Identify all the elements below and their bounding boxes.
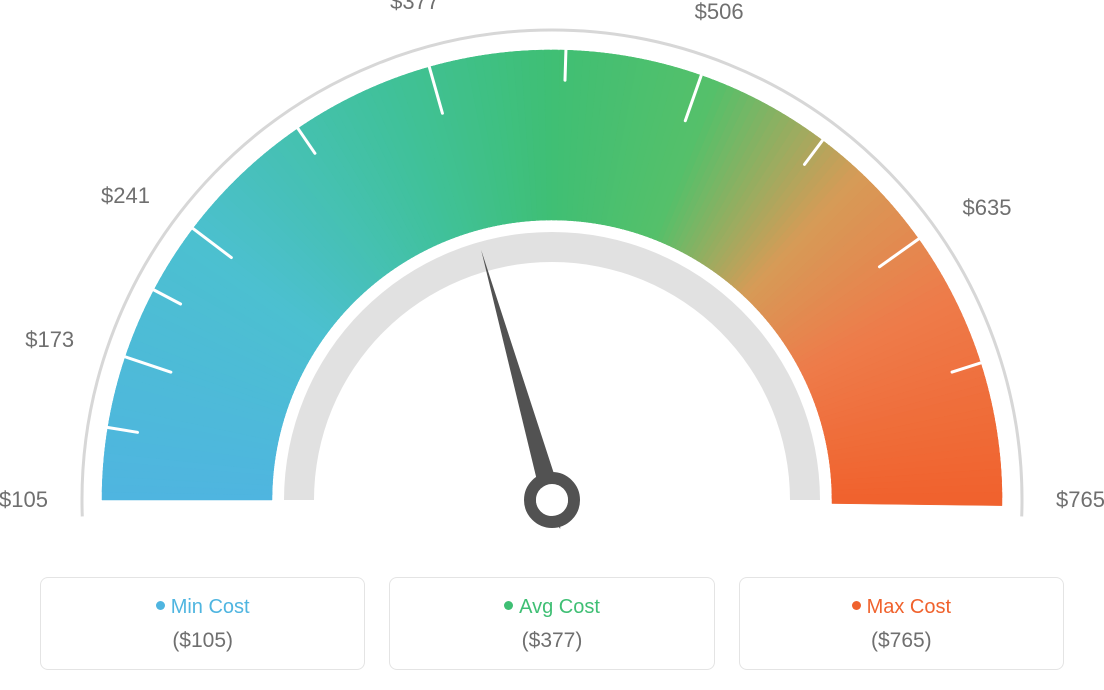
gauge-area: $105 $173 $241 $377 $506 $635 $765 (0, 0, 1104, 560)
legend-row: Min Cost ($105) Avg Cost ($377) Max Cost… (40, 577, 1064, 670)
gauge-tick-label: $635 (963, 195, 1012, 221)
gauge-chart-container: $105 $173 $241 $377 $506 $635 $765 Min Cost ($… (0, 0, 1104, 690)
legend-title-avg-text: Avg Cost (519, 596, 600, 618)
gauge-tick-label: $506 (695, 0, 744, 25)
gauge-tick-label: $241 (101, 183, 150, 209)
legend-value-min: ($105) (51, 629, 354, 653)
legend-card-max: Max Cost ($765) (739, 577, 1064, 670)
legend-card-avg: Avg Cost ($377) (389, 577, 714, 670)
gauge-tick-label: $105 (0, 487, 48, 513)
gauge-tick-label: $377 (390, 0, 439, 15)
legend-dot-max (852, 601, 861, 610)
gauge-tick-label: $173 (25, 327, 74, 353)
legend-card-min: Min Cost ($105) (40, 577, 365, 670)
legend-title-min: Min Cost (51, 596, 354, 619)
legend-dot-avg (504, 601, 513, 610)
legend-title-max-text: Max Cost (867, 596, 951, 618)
legend-title-max: Max Cost (750, 596, 1053, 619)
gauge-tick-label: $765 (1056, 487, 1104, 513)
legend-value-avg: ($377) (400, 629, 703, 653)
legend-dot-min (156, 601, 165, 610)
legend-title-min-text: Min Cost (171, 596, 250, 618)
legend-value-max: ($765) (750, 629, 1053, 653)
legend-title-avg: Avg Cost (400, 596, 703, 619)
gauge-svg (0, 0, 1104, 560)
